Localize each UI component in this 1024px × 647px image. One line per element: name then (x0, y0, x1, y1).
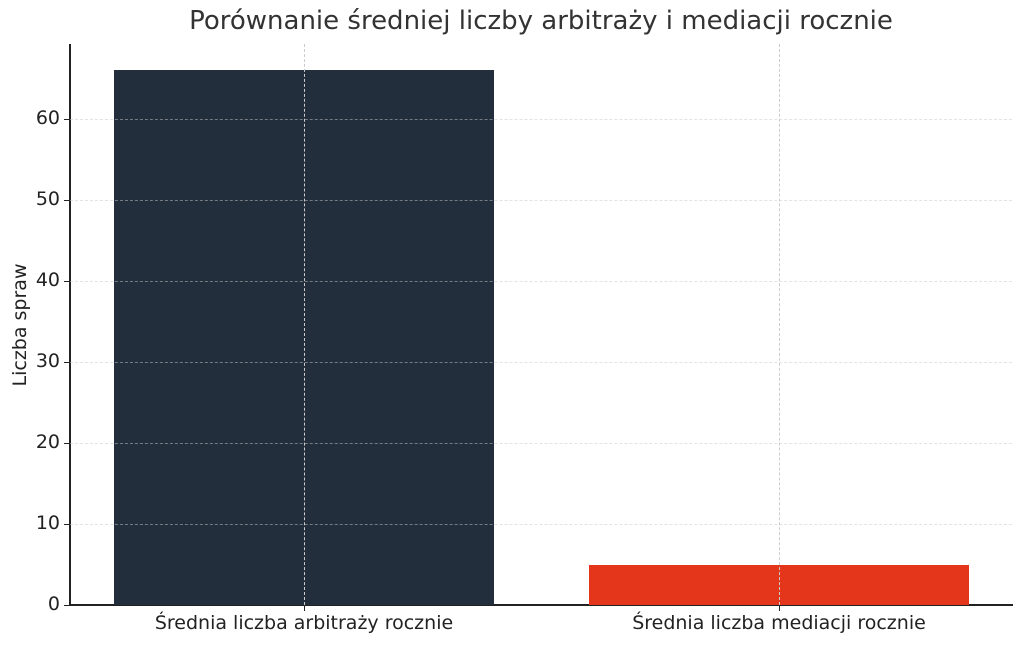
gridline-horizontal (70, 443, 1012, 444)
gridline-horizontal (70, 119, 1012, 120)
x-tick-mark (304, 605, 305, 611)
y-tick-mark (64, 524, 70, 525)
y-tick-mark (64, 605, 70, 606)
gridline-vertical (779, 44, 780, 605)
gridline-horizontal (70, 362, 1012, 363)
y-tick-mark (64, 200, 70, 201)
plot-area (70, 44, 1012, 605)
y-tick-mark (64, 362, 70, 363)
gridline-vertical (304, 44, 305, 605)
y-tick-label: 60 (35, 107, 60, 129)
y-tick-label: 50 (35, 188, 60, 210)
y-tick-mark (64, 281, 70, 282)
y-tick-label: 20 (35, 431, 60, 453)
gridline-horizontal (70, 200, 1012, 201)
y-tick-label: 30 (35, 350, 60, 372)
y-tick-mark (64, 443, 70, 444)
gridline-horizontal (70, 281, 1012, 282)
y-tick-mark (64, 119, 70, 120)
y-axis-line (69, 44, 71, 606)
x-tick-label: Średnia liczba arbitraży rocznie (154, 612, 454, 634)
x-tick-label: Średnia liczba mediacji rocznie (632, 612, 926, 634)
gridline-horizontal (70, 524, 1012, 525)
y-tick-label: 0 (47, 593, 60, 615)
y-tick-label: 40 (35, 269, 60, 291)
x-tick-mark (779, 605, 780, 611)
y-tick-label: 10 (35, 512, 60, 534)
x-axis-line (69, 604, 1013, 606)
chart-title: Porównanie średniej liczby arbitraży i m… (189, 6, 893, 36)
